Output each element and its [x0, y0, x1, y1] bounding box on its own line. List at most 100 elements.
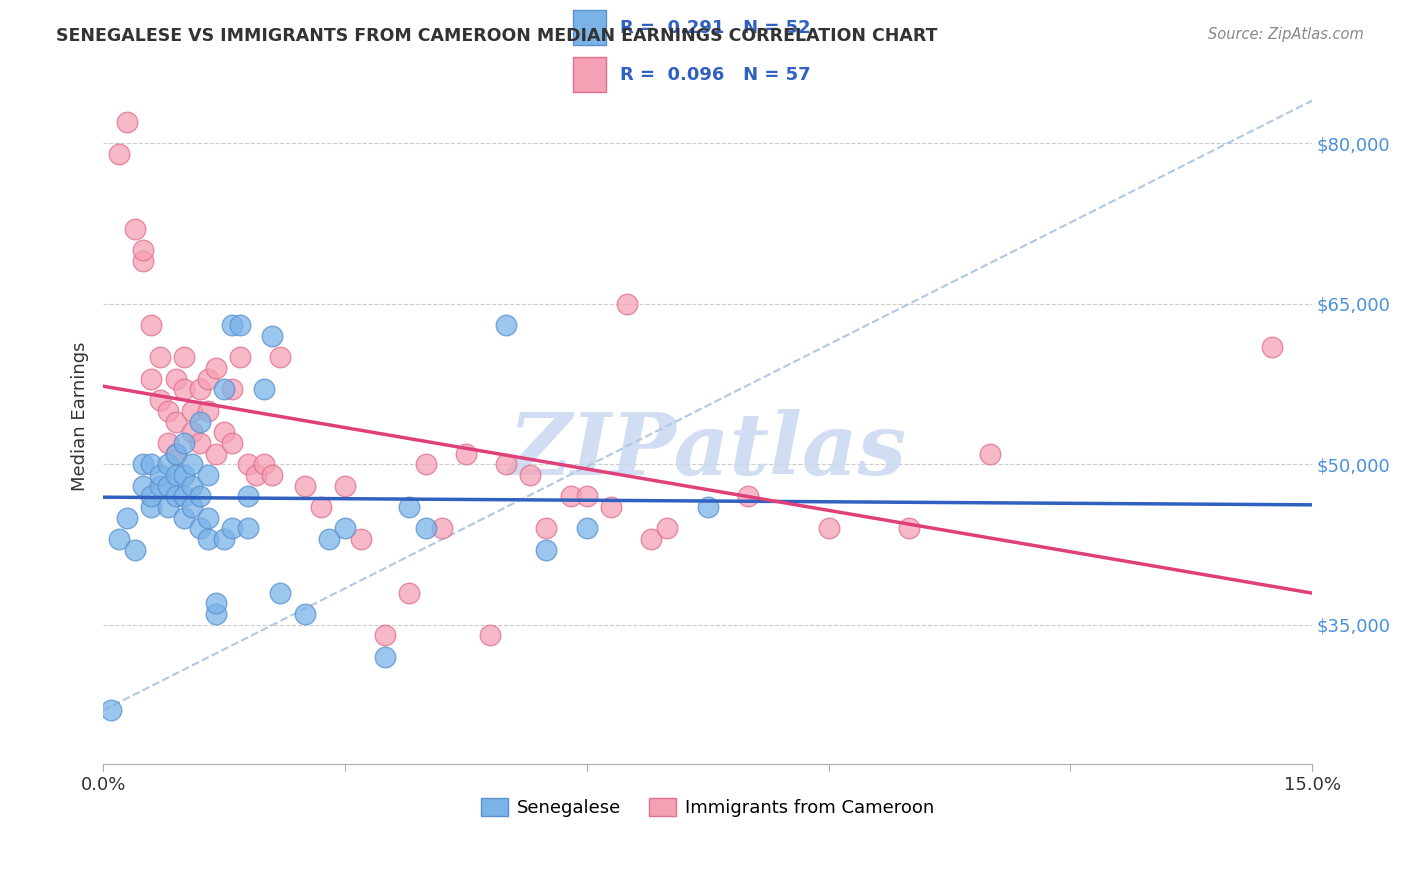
- Point: [575, 490, 598, 504]
- Point: [188, 415, 211, 429]
- Point: [415, 458, 437, 472]
- Point: [141, 318, 163, 333]
- FancyBboxPatch shape: [572, 57, 606, 93]
- Point: [536, 542, 558, 557]
- Point: [519, 468, 541, 483]
- Point: [141, 490, 163, 504]
- Point: [575, 521, 598, 535]
- Point: [536, 521, 558, 535]
- Point: [600, 500, 623, 514]
- Point: [100, 703, 122, 717]
- Point: [398, 500, 420, 514]
- Point: [141, 458, 163, 472]
- Point: [350, 532, 373, 546]
- Point: [188, 521, 211, 535]
- Point: [156, 479, 179, 493]
- Point: [205, 447, 228, 461]
- Point: [205, 607, 228, 621]
- Text: R =  0.291   N = 52: R = 0.291 N = 52: [620, 19, 810, 37]
- Text: SENEGALESE VS IMMIGRANTS FROM CAMEROON MEDIAN EARNINGS CORRELATION CHART: SENEGALESE VS IMMIGRANTS FROM CAMEROON M…: [56, 27, 938, 45]
- Point: [108, 532, 131, 546]
- Text: ZIPatlas: ZIPatlas: [509, 409, 907, 492]
- Point: [165, 415, 187, 429]
- Point: [148, 479, 170, 493]
- Point: [141, 372, 163, 386]
- Point: [374, 649, 396, 664]
- Point: [262, 468, 284, 483]
- Point: [173, 490, 195, 504]
- Point: [253, 458, 276, 472]
- Point: [221, 436, 243, 450]
- Point: [333, 479, 356, 493]
- Point: [253, 383, 276, 397]
- Point: [173, 468, 195, 483]
- Point: [229, 351, 252, 365]
- Point: [430, 521, 453, 535]
- Point: [108, 147, 131, 161]
- Point: [173, 436, 195, 450]
- Point: [156, 500, 179, 514]
- Point: [238, 521, 260, 535]
- Point: [737, 490, 759, 504]
- Point: [165, 468, 187, 483]
- Point: [197, 372, 219, 386]
- Point: [238, 490, 260, 504]
- Point: [616, 297, 638, 311]
- Point: [148, 393, 170, 408]
- Point: [132, 254, 155, 268]
- Point: [165, 372, 187, 386]
- FancyBboxPatch shape: [572, 11, 606, 45]
- Point: [333, 521, 356, 535]
- Point: [173, 351, 195, 365]
- Point: [165, 447, 187, 461]
- Point: [398, 585, 420, 599]
- Point: [245, 468, 267, 483]
- Point: [560, 490, 582, 504]
- Point: [205, 361, 228, 376]
- Point: [188, 436, 211, 450]
- Point: [212, 532, 235, 546]
- Point: [165, 490, 187, 504]
- Point: [238, 458, 260, 472]
- Point: [212, 383, 235, 397]
- Point: [141, 500, 163, 514]
- Point: [197, 510, 219, 524]
- Point: [374, 628, 396, 642]
- Point: [197, 532, 219, 546]
- Point: [269, 585, 291, 599]
- Legend: Senegalese, Immigrants from Cameroon: Senegalese, Immigrants from Cameroon: [474, 790, 941, 824]
- Y-axis label: Median Earnings: Median Earnings: [72, 342, 89, 491]
- Point: [221, 318, 243, 333]
- Point: [657, 521, 679, 535]
- Point: [148, 468, 170, 483]
- Point: [898, 521, 921, 535]
- Point: [221, 521, 243, 535]
- Point: [269, 351, 291, 365]
- Point: [229, 318, 252, 333]
- Point: [640, 532, 662, 546]
- Point: [165, 447, 187, 461]
- Point: [188, 383, 211, 397]
- Point: [262, 329, 284, 343]
- Text: Source: ZipAtlas.com: Source: ZipAtlas.com: [1208, 27, 1364, 42]
- Point: [817, 521, 839, 535]
- Point: [197, 468, 219, 483]
- Point: [180, 500, 202, 514]
- Point: [132, 244, 155, 258]
- Point: [148, 351, 170, 365]
- Text: R =  0.096   N = 57: R = 0.096 N = 57: [620, 66, 810, 84]
- Point: [318, 532, 340, 546]
- Point: [117, 115, 139, 129]
- Point: [221, 383, 243, 397]
- Point: [124, 222, 146, 236]
- Point: [979, 447, 1001, 461]
- Point: [156, 404, 179, 418]
- Point: [415, 521, 437, 535]
- Point: [117, 510, 139, 524]
- Point: [173, 510, 195, 524]
- Point: [454, 447, 477, 461]
- Point: [180, 479, 202, 493]
- Point: [180, 404, 202, 418]
- Point: [197, 404, 219, 418]
- Point: [696, 500, 718, 514]
